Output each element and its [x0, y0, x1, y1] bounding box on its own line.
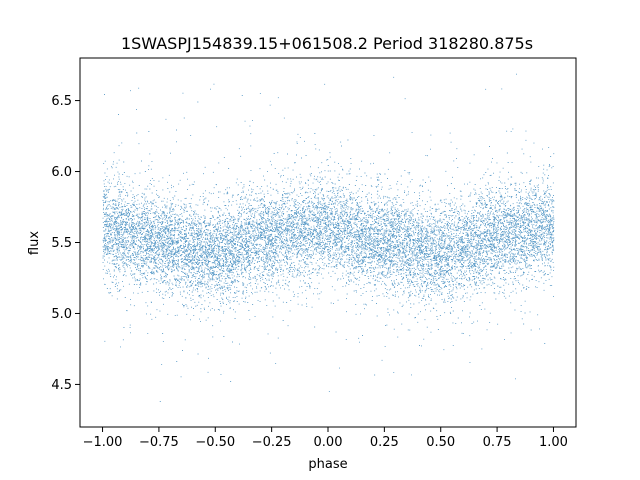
x-tick-label: 0.00 [314, 435, 343, 450]
y-tick-label: 6.0 [51, 165, 72, 180]
y-tick-label: 5.0 [51, 307, 72, 322]
x-tick-label: 0.75 [483, 435, 512, 450]
y-axis: 4.5 5.0 5.5 6.0 6.5 [51, 94, 80, 393]
y-axis-label: flux [27, 231, 42, 255]
data-point-cloud [102, 73, 555, 402]
y-tick-label: 6.5 [51, 94, 72, 109]
x-tick-label: −0.25 [252, 435, 292, 450]
x-tick-label: −0.75 [139, 435, 179, 450]
x-tick-label: −0.50 [195, 435, 235, 450]
x-axis-label: phase [308, 457, 347, 472]
x-tick-label: −1.00 [83, 435, 123, 450]
chart-title: 1SWASPJ154839.15+061508.2 Period 318280.… [121, 34, 533, 53]
x-tick-label: 0.50 [426, 435, 455, 450]
y-tick-label: 5.5 [51, 236, 72, 251]
scatter-points [102, 73, 555, 402]
y-tick-label: 4.5 [51, 378, 72, 393]
x-axis: −1.00 −0.75 −0.50 −0.25 0.00 0.25 0.50 0.75 1.00 [83, 427, 568, 450]
x-tick-label: 1.00 [539, 435, 568, 450]
x-tick-label: 0.25 [370, 435, 399, 450]
plot-frame [79, 57, 577, 428]
